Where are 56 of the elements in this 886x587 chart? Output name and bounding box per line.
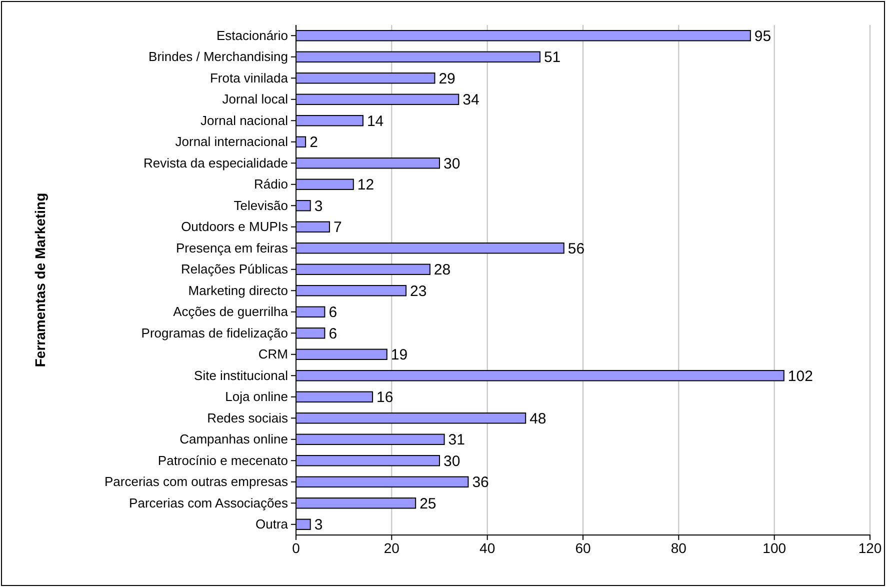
data-label: 51 [544,49,561,66]
y-tick-label: Parcerias com Associações [129,495,288,510]
y-tick-label: Loja online [225,389,288,404]
x-tick-label: 0 [292,540,300,556]
y-tick-label: Redes sociais [207,410,288,426]
y-tick-label: Estacionário [216,28,288,43]
data-label: 16 [376,389,394,406]
x-tick-label: 40 [480,540,496,556]
y-tick-label: Parcerias com outras empresas [104,474,288,490]
y-tick-label: Outdoors e MUPIs [181,219,288,234]
y-tick-label: Jornal local [222,92,288,107]
x-tick-label: 120 [858,540,882,556]
data-label: 36 [472,474,489,492]
data-label: 19 [390,346,408,364]
y-tick-label: Campanhas online [180,432,288,447]
data-label: 14 [366,112,384,130]
y-tick-label: Site institucional [194,368,288,383]
x-tick-label: 80 [670,540,687,556]
data-label: 6 [328,325,338,342]
data-label: 30 [444,155,460,172]
y-tick-label: Relações Públicas [181,262,288,277]
data-label: 12 [357,176,374,194]
y-tick-label: Marketing directo [188,282,288,298]
data-label: 28 [434,262,451,279]
data-label: 7 [333,219,342,236]
y-tick-label: Patrocínio e mecenato [158,452,288,468]
data-label: 102 [788,368,813,385]
data-label: 2 [310,134,318,152]
y-tick-label: Outra [255,516,289,532]
y-tick-label: Programas de fidelização [141,325,288,340]
y-tick-label: Brindes / Merchandising [148,49,288,64]
data-label: 3 [314,516,323,534]
data-label: 25 [420,495,436,512]
data-label: 29 [438,70,456,88]
data-label: 48 [530,410,546,428]
y-tick-label: Rádio [254,176,288,192]
x-tick-label: 100 [762,540,786,556]
y-tick-label: Acções de guerrilha [173,304,289,320]
data-label: 31 [448,432,465,449]
data-label: 6 [328,304,338,322]
y-tick-label: Jornal nacional [200,112,288,128]
y-tick-label: Frota vinilada [210,70,289,86]
x-tick-label: 60 [575,540,591,556]
y-tick-label: Revista da especialidade [143,155,288,170]
data-label: 30 [444,452,460,470]
data-label: 3 [314,198,323,215]
data-label: 23 [410,282,427,300]
y-tick-label: Presença em feiras [176,240,288,256]
data-label: 95 [754,28,772,45]
y-tick-label: CRM [258,346,288,362]
data-label: 34 [462,92,480,109]
y-axis-title: Ferramentas de Marketing [32,192,48,368]
y-tick-label: Televisão [234,198,288,213]
x-tick-label: 20 [384,540,400,556]
y-tick-label: Jornal internacional [175,134,288,150]
data-label: 56 [568,240,585,258]
